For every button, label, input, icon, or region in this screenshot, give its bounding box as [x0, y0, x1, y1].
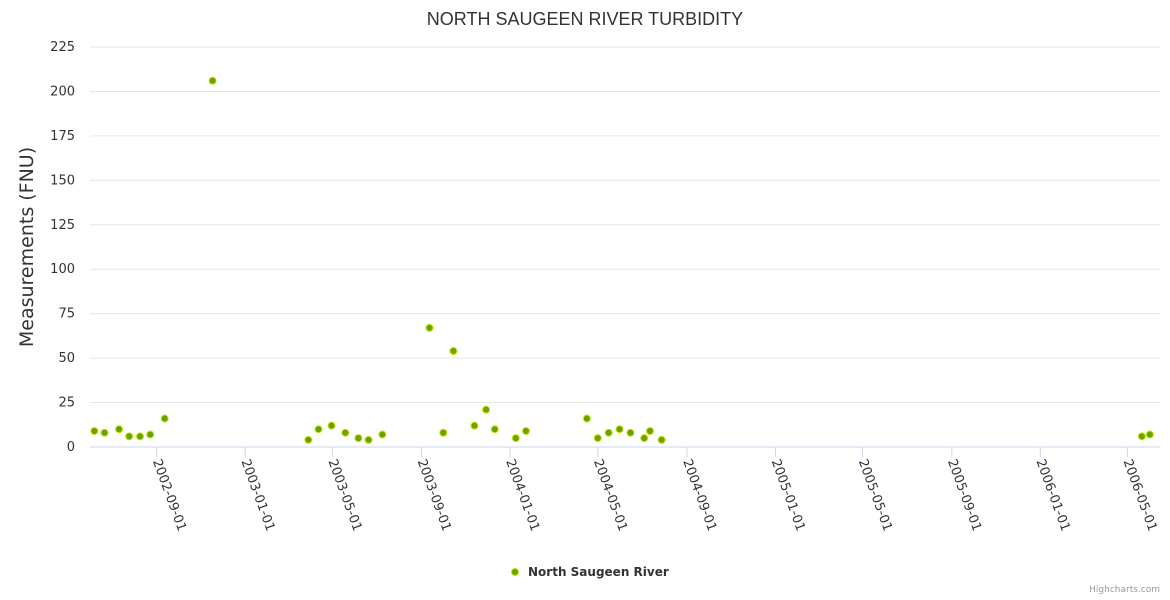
- x-tick-label: 2004-09-01: [679, 457, 719, 533]
- x-tick-label: 2003-05-01: [325, 457, 365, 533]
- chart-title: NORTH SAUGEEN RIVER TURBIDITY: [427, 9, 743, 29]
- data-point[interactable]: [208, 76, 217, 85]
- legend[interactable]: North Saugeen River: [511, 565, 669, 579]
- data-points: [90, 76, 1154, 444]
- data-point[interactable]: [1145, 430, 1154, 439]
- x-tick-label: 2003-09-01: [414, 457, 454, 533]
- data-point[interactable]: [490, 425, 499, 434]
- data-point[interactable]: [482, 405, 491, 414]
- data-point[interactable]: [615, 425, 624, 434]
- data-point[interactable]: [593, 434, 602, 443]
- data-point[interactable]: [511, 434, 520, 443]
- y-tick-label: 0: [67, 440, 75, 455]
- gridlines: [90, 46, 1160, 404]
- x-tick-label: 2005-01-01: [768, 457, 808, 533]
- y-tick-label: 175: [50, 129, 75, 144]
- credits-label[interactable]: Highcharts.com: [1089, 585, 1160, 595]
- x-tick-label: 2006-01-01: [1033, 457, 1073, 533]
- data-point[interactable]: [115, 425, 124, 434]
- data-point[interactable]: [125, 432, 134, 441]
- x-tick-label: 2004-01-01: [502, 457, 542, 533]
- y-tick-label: 125: [50, 218, 75, 233]
- data-point[interactable]: [100, 428, 109, 437]
- data-point[interactable]: [582, 414, 591, 423]
- data-point[interactable]: [640, 434, 649, 443]
- legend-label[interactable]: North Saugeen River: [528, 565, 669, 579]
- y-tick-label: 150: [50, 173, 75, 188]
- y-tick-label: 25: [58, 396, 75, 411]
- data-point[interactable]: [1137, 432, 1146, 441]
- data-point[interactable]: [470, 421, 479, 430]
- data-point[interactable]: [341, 428, 350, 437]
- y-tick-label: 50: [58, 351, 75, 366]
- data-point[interactable]: [425, 323, 434, 332]
- data-point[interactable]: [304, 435, 313, 444]
- data-point[interactable]: [657, 435, 666, 444]
- data-point[interactable]: [449, 347, 458, 355]
- x-tick-label: 2004-05-01: [590, 457, 630, 533]
- x-tick-label: 2002-09-01: [149, 457, 189, 533]
- data-point[interactable]: [364, 435, 373, 444]
- data-point[interactable]: [314, 425, 323, 434]
- y-tick-label: 75: [58, 307, 75, 322]
- y-axis-ticks: 0 25 50 75 100 125 150 175 200 225: [50, 40, 75, 455]
- y-tick-label: 100: [50, 262, 75, 277]
- x-tick-label: 2003-01-01: [237, 457, 277, 533]
- y-tick-label: 200: [50, 84, 75, 99]
- data-point[interactable]: [521, 427, 530, 435]
- data-point[interactable]: [90, 427, 99, 435]
- y-axis-title: Measurements (FNU): [16, 147, 38, 347]
- data-point[interactable]: [136, 432, 145, 441]
- x-axis: 2002-09-01 2003-01-01 2003-05-01 2003-09-01…: [90, 446, 1160, 533]
- data-point[interactable]: [626, 428, 635, 437]
- data-point[interactable]: [646, 427, 655, 435]
- legend-marker-icon: [511, 568, 519, 576]
- data-point[interactable]: [439, 428, 448, 437]
- x-tick-label: 2006-05-01: [1120, 457, 1160, 533]
- data-point[interactable]: [160, 414, 169, 423]
- data-point[interactable]: [604, 428, 613, 437]
- data-point[interactable]: [146, 430, 155, 439]
- data-point[interactable]: [378, 430, 387, 439]
- data-point[interactable]: [327, 421, 336, 430]
- y-tick-label: 225: [50, 40, 75, 55]
- data-point[interactable]: [354, 434, 363, 443]
- x-tick-label: 2005-05-01: [855, 457, 895, 533]
- x-tick-label: 2005-09-01: [944, 457, 984, 533]
